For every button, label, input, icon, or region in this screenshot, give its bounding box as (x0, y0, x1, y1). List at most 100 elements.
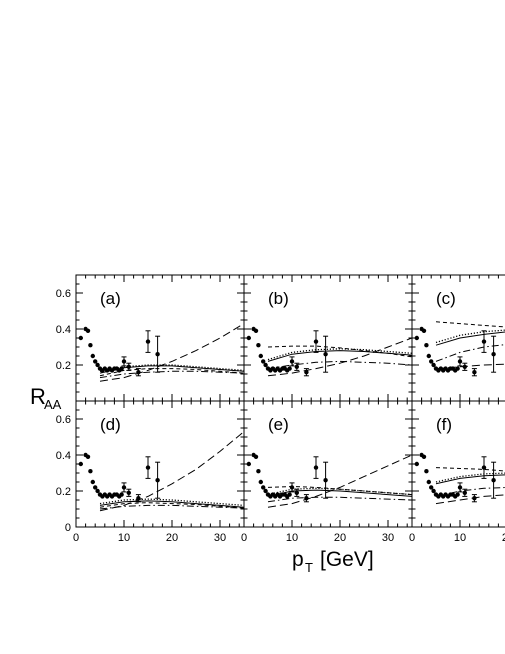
curve-long-dash (267, 454, 412, 508)
x-axis-title: p T [GeV] (292, 548, 374, 575)
panel-d: 0 0.2 0.4 0.6 0 10 20 30 (d) (56, 400, 245, 544)
x-tick-label: 0 (241, 532, 247, 544)
curve-solid (435, 474, 505, 485)
panel-grid: 0.2 0.4 0.6 (a) (b) (c) 0 0.2 0.4 0.6 0 10 20 30 (d) 0 1… (56, 274, 505, 544)
curve-dotted (99, 498, 244, 507)
data-point (455, 492, 460, 497)
y-axis-label: R (30, 384, 46, 409)
data-point (136, 370, 141, 375)
data-point (93, 359, 98, 364)
curve-short-dash (99, 502, 244, 509)
curve-dash-dot (435, 344, 505, 362)
data-point (431, 488, 436, 494)
data-point (429, 359, 434, 364)
x-tick-label: 10 (454, 532, 466, 544)
y-tick-label: 0.2 (56, 360, 71, 372)
panel-curves (414, 452, 505, 505)
y-tick-label: 0.4 (56, 450, 71, 462)
data-point (145, 465, 151, 470)
data-point (426, 353, 431, 359)
curve-dash-dot (267, 360, 412, 370)
data-point (289, 359, 295, 364)
x-tick-label: 20 (166, 532, 178, 544)
panel-curves (414, 321, 505, 377)
data-point (253, 328, 259, 333)
curve-short-dash (435, 467, 505, 472)
curve-solid (435, 331, 505, 346)
data-point (481, 339, 487, 344)
y-axis-label-subscript: AA (44, 397, 62, 412)
data-point (455, 366, 460, 371)
data-point (93, 485, 98, 490)
data-point (472, 496, 477, 501)
data-point (462, 364, 467, 369)
data-point (85, 454, 91, 459)
data-point (431, 362, 436, 368)
data-point (263, 362, 268, 368)
curve-dash-dot (99, 370, 244, 379)
panel-label: (d) (100, 415, 121, 434)
data-point (457, 485, 463, 490)
curve-short-dash (435, 321, 505, 328)
data-point (121, 359, 127, 364)
panel-label: (f) (436, 415, 452, 434)
data-point (88, 469, 93, 474)
data-point (287, 492, 292, 497)
x-tick-label: 0 (409, 532, 415, 544)
panel-curves (78, 323, 244, 382)
data-point (424, 469, 429, 474)
y-tick-label: 0.6 (56, 414, 71, 426)
data-point (294, 490, 299, 495)
data-point (313, 465, 319, 470)
x-tick-label: 30 (214, 532, 226, 544)
data-point (246, 461, 251, 467)
data-point (261, 485, 266, 490)
data-point (429, 485, 434, 490)
data-point (258, 479, 263, 485)
data-point (78, 335, 84, 341)
panel-label: (a) (100, 289, 121, 308)
data-point (95, 362, 100, 368)
x-tick-label: 30 (382, 532, 394, 544)
data-point (126, 364, 131, 369)
x-axis-label: p (292, 548, 304, 571)
x-tick-label: 10 (118, 532, 130, 544)
data-point (304, 496, 309, 501)
curve-dash-dot (99, 504, 244, 510)
data-point (491, 352, 496, 357)
data-point (323, 352, 328, 357)
data-point (256, 469, 261, 474)
data-point (287, 366, 292, 371)
data-point (294, 364, 299, 369)
panel-curves (246, 326, 412, 377)
curve-dotted (267, 348, 412, 361)
y-tick-label: 0.6 (56, 288, 71, 300)
data-point (119, 366, 124, 371)
panel-e: 0 10 20 30 (e) (241, 400, 413, 544)
panel-curves (246, 452, 412, 508)
data-point (256, 343, 261, 348)
panel-label: (c) (436, 289, 456, 308)
x-axis-label-unit: [GeV] (320, 548, 374, 571)
data-point (88, 343, 93, 348)
data-point (261, 359, 266, 364)
curve-dotted (99, 364, 244, 372)
data-point (462, 490, 467, 495)
data-point (263, 488, 268, 494)
data-point (323, 478, 328, 483)
data-point (78, 461, 84, 467)
data-point (85, 328, 91, 333)
x-tick-label: 0 (73, 532, 79, 544)
y-axis-title: R AA (30, 384, 62, 412)
x-tick-label: 20 (502, 532, 505, 544)
curve-short-dash (99, 368, 244, 377)
panel-label: (b) (268, 289, 289, 308)
data-point (414, 461, 419, 467)
y-tick-label: 0.2 (56, 486, 71, 498)
x-tick-label: 10 (286, 532, 298, 544)
x-tick-label: 20 (334, 532, 346, 544)
panel-b: (b) (243, 274, 413, 402)
curve-solid (99, 500, 244, 508)
data-point (253, 454, 259, 459)
